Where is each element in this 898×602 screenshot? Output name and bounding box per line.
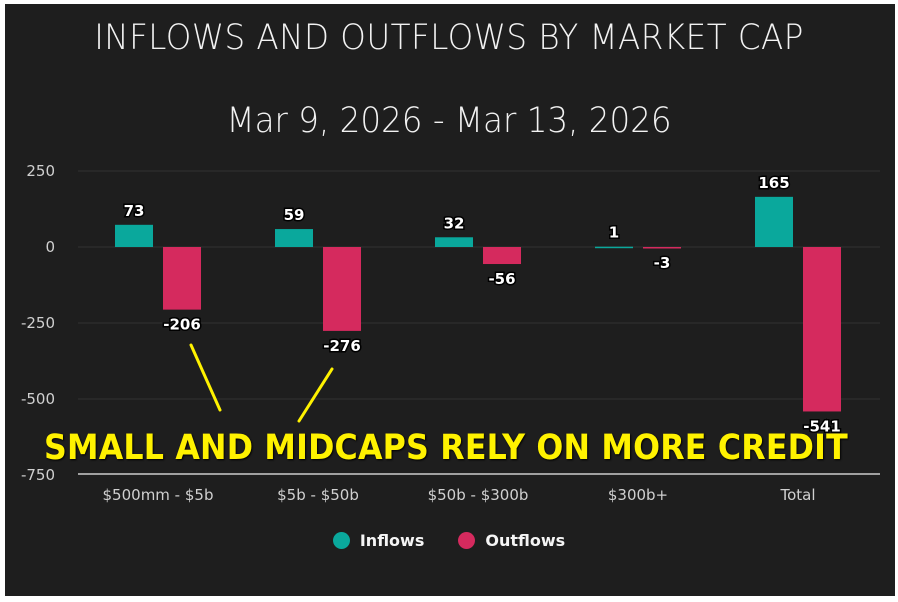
x-tick-label: $5b - $50b — [277, 486, 359, 504]
outflow-bar[interactable] — [643, 247, 681, 249]
legend-label: Inflows — [359, 531, 425, 550]
inflow-bar[interactable] — [275, 229, 313, 247]
chart-title: INFLOWS AND OUTFLOWS BY MARKET CAP — [94, 18, 804, 58]
data-label: -3 — [654, 254, 671, 272]
y-tick-label: -500 — [21, 390, 55, 408]
callout-line-small-cap — [189, 343, 222, 412]
legend-item-inflows[interactable]: Inflows — [332, 531, 425, 550]
data-label: 1 — [609, 224, 619, 242]
y-axis-ticks: 250 0 -250 -500 -750 — [21, 162, 55, 484]
data-label: -56 — [488, 270, 515, 288]
callout-lines — [189, 343, 334, 423]
data-labels: 73 -206 59 -276 32 -56 1 -3 165 -541 — [122, 172, 842, 437]
chart-subtitle: Mar 9, 2026 - Mar 13, 2026 — [226, 101, 672, 141]
annotation-text: SMALL AND MIDCAPS RELY ON MORE CREDIT — [44, 428, 848, 468]
data-label: -276 — [323, 337, 361, 355]
x-tick-label: $300b+ — [608, 486, 668, 504]
y-tick-label: 0 — [45, 238, 55, 256]
data-label: 73 — [124, 202, 145, 220]
x-tick-label: Total — [779, 486, 815, 504]
outflow-bar[interactable] — [323, 247, 361, 331]
inflow-bar[interactable] — [755, 196, 793, 247]
gridlines — [78, 170, 880, 400]
outflows-swatch-icon — [458, 532, 476, 549]
chart-panel — [5, 4, 895, 596]
outflow-bar[interactable] — [803, 247, 841, 412]
legend-item-outflows[interactable]: Outflows — [458, 531, 565, 550]
y-tick-label: -750 — [21, 466, 55, 484]
x-axis-ticks: $500mm - $5b $5b - $50b $50b - $300b $300b+… — [103, 486, 816, 504]
callout-line-mid-cap — [297, 367, 334, 423]
inflow-bar[interactable] — [595, 246, 633, 249]
x-tick-label: $500mm - $5b — [103, 486, 214, 504]
data-label: -541 — [803, 417, 841, 435]
inflow-bar[interactable] — [435, 237, 473, 247]
data-label: 32 — [444, 214, 465, 232]
inflows-swatch-icon — [332, 532, 350, 549]
outflow-bar[interactable] — [163, 247, 201, 310]
y-tick-label: -250 — [21, 314, 55, 332]
legend-label: Outflows — [485, 531, 566, 550]
outflow-bar[interactable] — [483, 247, 521, 265]
data-label: 165 — [758, 174, 789, 192]
data-label: 59 — [284, 206, 305, 224]
data-label: -206 — [163, 316, 201, 334]
legend: Inflows Outflows — [0, 531, 898, 550]
inflow-bar[interactable] — [115, 224, 153, 247]
bars — [115, 196, 841, 412]
x-tick-label: $50b - $300b — [428, 486, 529, 504]
y-tick-label: 250 — [26, 162, 55, 180]
